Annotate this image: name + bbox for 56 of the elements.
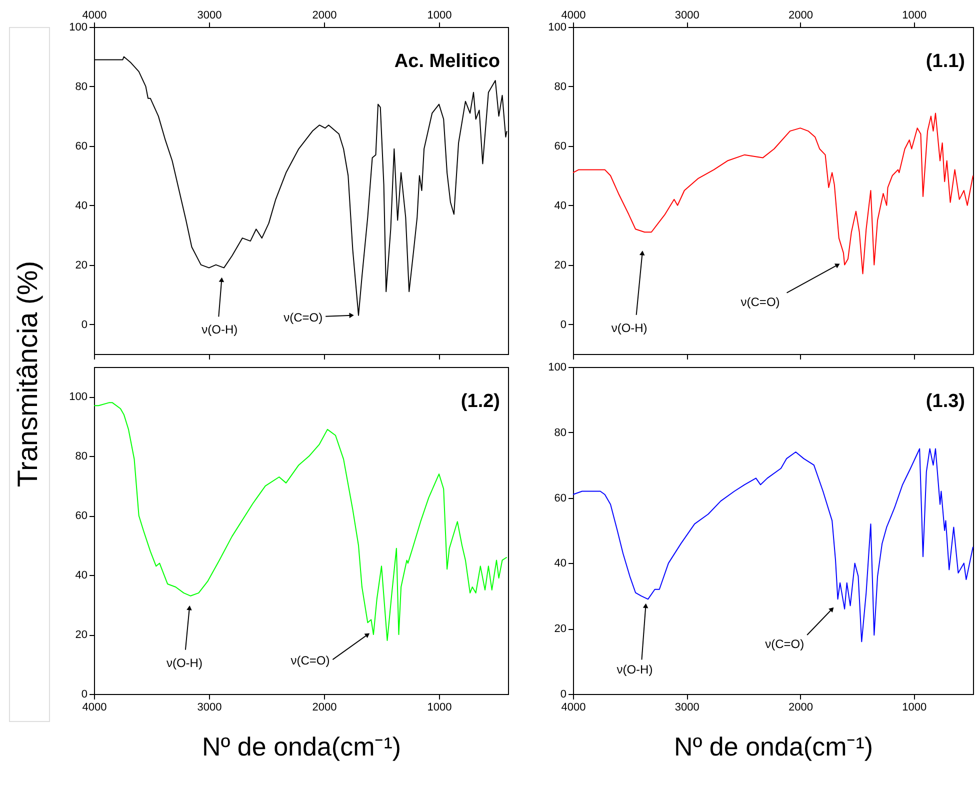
y-tick-label: 80 [75, 80, 88, 93]
annotation: ν(C=O) [765, 636, 804, 651]
y-tick-label: 40 [554, 200, 566, 212]
annotation: ν(O-H) [166, 656, 202, 670]
line-series [572, 112, 974, 274]
y-tick-label: 60 [554, 140, 566, 152]
x-tick-label: 4000 [82, 702, 107, 714]
y-tick-label: 20 [75, 629, 88, 642]
annotation: ν(C=O) [284, 310, 323, 324]
y-tick-label: 20 [75, 259, 88, 272]
y-tick-label: 100 [69, 22, 88, 34]
x-tick-label: 1000 [427, 702, 452, 714]
y-tick-label: 0 [560, 688, 566, 700]
y-tick-label: 100 [69, 391, 88, 404]
x-tick-label: 3000 [197, 10, 222, 22]
x-tick-label: 2000 [312, 702, 337, 714]
y-tick-label: 40 [75, 200, 88, 212]
annotation: ν(C=O) [740, 294, 780, 309]
y-tick-label: 40 [75, 570, 88, 582]
y-tick-label: 60 [75, 140, 88, 152]
y-tick-label: 40 [554, 558, 566, 570]
x-tick-label: 3000 [197, 702, 222, 714]
x-tick-label: 1000 [902, 702, 927, 714]
y-tick-label: 20 [554, 259, 566, 272]
y-tick-label: 0 [560, 318, 566, 331]
y-tick-label: 60 [75, 510, 88, 522]
y-tick-label: 80 [554, 80, 566, 93]
y-tick-label: 80 [554, 426, 566, 439]
annotation: (1.1) [926, 51, 965, 72]
annotation: ν(O-H) [611, 320, 648, 335]
x-tick-label: 4000 [561, 702, 586, 714]
y-tick-label: 0 [81, 688, 88, 700]
y-axis-title: Transmitância (%) [12, 260, 43, 488]
annotation: (1.2) [460, 391, 500, 412]
annotation: ν(O-H) [202, 322, 238, 337]
x-tick-label: 2000 [788, 702, 814, 714]
x-tick-label: 4000 [82, 10, 107, 22]
x-tick-label: 3000 [674, 10, 700, 22]
y-tick-label: 100 [548, 362, 566, 374]
x-tick-label: 2000 [788, 10, 814, 22]
annotation: ν(O-H) [616, 662, 653, 677]
x-tick-label: 3000 [674, 702, 700, 714]
y-tick-label: 60 [554, 492, 566, 504]
annotation: Ac. Melitico [394, 51, 500, 72]
x-tick-label: 2000 [312, 10, 337, 22]
x-tick-label: 1000 [427, 10, 452, 22]
x-axis-title: Nº de onda(cm⁻¹) [202, 732, 402, 762]
annotation: ν(C=O) [290, 654, 330, 668]
annotation: (1.3) [926, 391, 965, 412]
x-axis-title: Nº de onda(cm⁻¹) [674, 732, 874, 762]
x-tick-label: 4000 [561, 10, 586, 22]
y-tick-label: 80 [75, 450, 88, 463]
x-tick-label: 1000 [902, 10, 927, 22]
y-tick-label: 0 [81, 318, 88, 331]
y-tick-label: 100 [548, 22, 566, 34]
y-tick-label: 20 [554, 623, 566, 636]
